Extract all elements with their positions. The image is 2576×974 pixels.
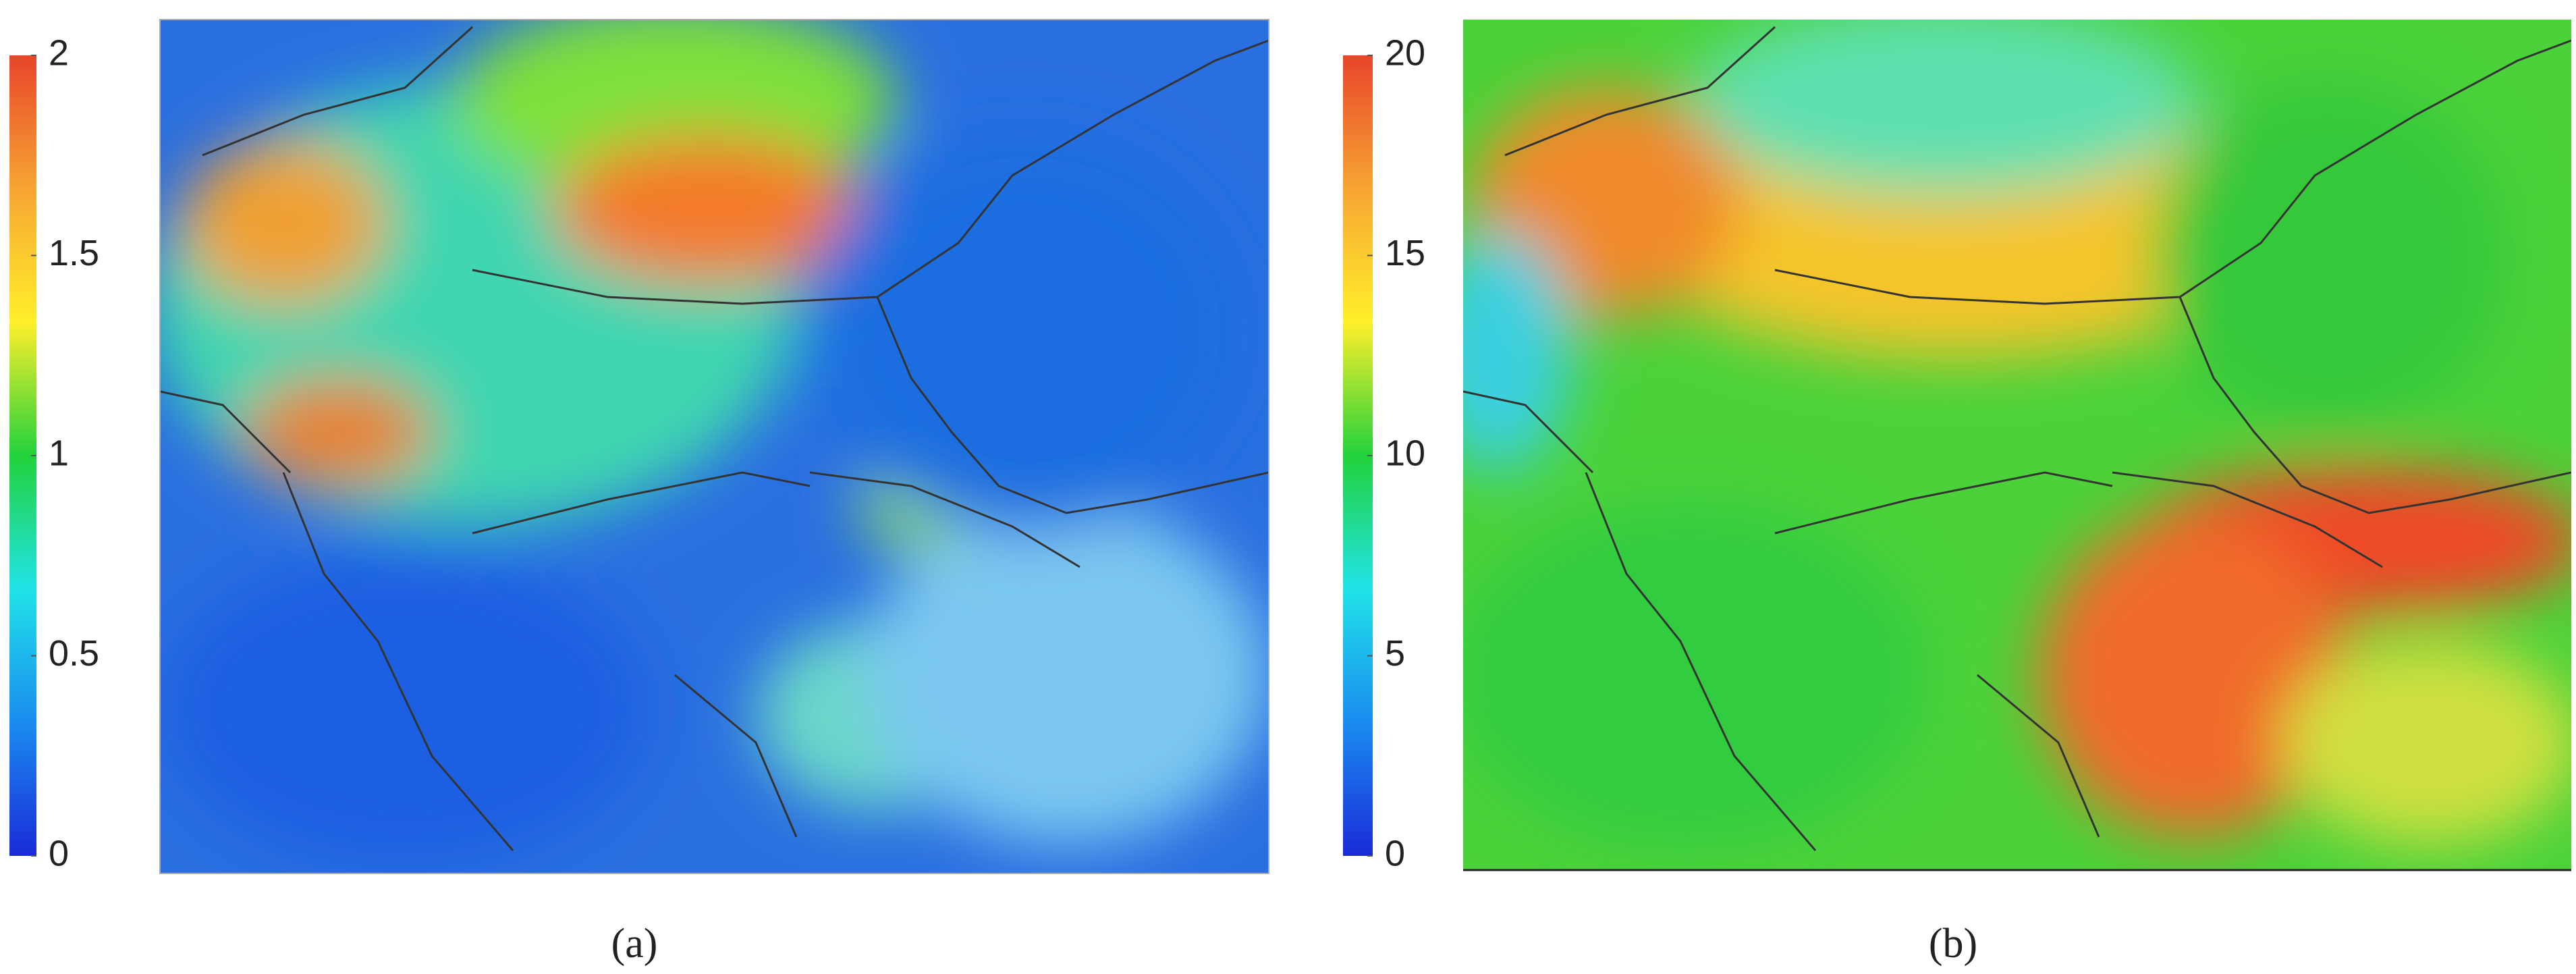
map-a	[160, 20, 1269, 873]
colorbar-tick-label: 1.5	[49, 233, 99, 273]
colorbar-tick-label: 5	[1385, 633, 1405, 674]
colorbar-tick-label: 1	[49, 433, 69, 473]
panel-label: (a)	[611, 921, 658, 967]
colorbar-tick-label: 0	[49, 833, 69, 873]
colorbar-tick-label: 0	[1385, 833, 1405, 873]
colorbar-tick-label: 15	[1385, 233, 1425, 273]
map-b	[1463, 20, 2571, 870]
colorbar-tick-label: 0.5	[49, 633, 99, 674]
panel-label: (b)	[1929, 921, 1977, 967]
colorbar-tick-label: 2	[49, 32, 69, 73]
colorbar-tick-label: 10	[1385, 433, 1425, 473]
map-frame	[159, 19, 1269, 874]
colorbar-tick-label: 20	[1385, 32, 1425, 73]
